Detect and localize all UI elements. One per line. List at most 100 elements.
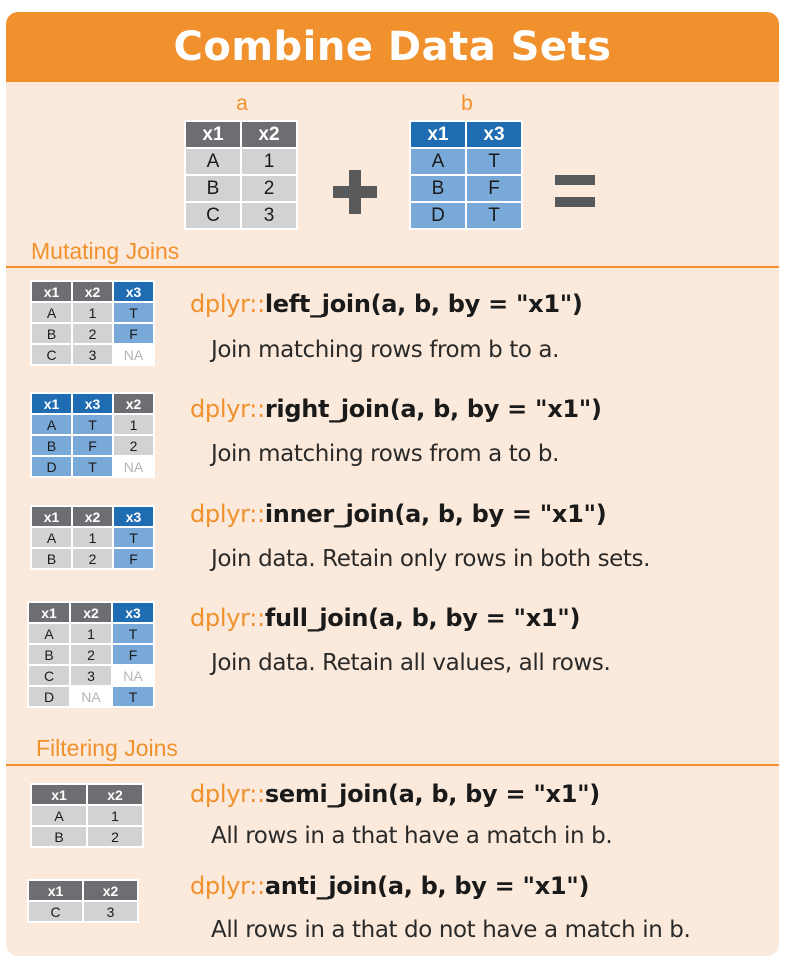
result-cell: 3 — [84, 902, 137, 921]
section-mutating-joins: Mutating Joins — [31, 238, 180, 264]
function-package: dplyr:: — [190, 500, 265, 528]
inner-join-description: Join data. Retain only rows in both sets… — [211, 546, 651, 572]
table-a-cell: B — [186, 176, 240, 201]
anti-join-signature: dplyr::anti_join(a, b, by = "x1") — [190, 872, 589, 900]
function-call: inner_join(a, b, by = "x1") — [264, 500, 607, 528]
section-divider — [6, 764, 779, 766]
result-cell: T — [73, 415, 112, 434]
table-a-cell: A — [186, 149, 240, 174]
table-a-header-x1: x1 — [186, 122, 240, 147]
semi-join-description: All rows in a that have a match in b. — [211, 823, 613, 849]
result-cell: A — [32, 303, 71, 322]
result-header: x2 — [114, 394, 153, 413]
table-a-cell: C — [186, 203, 240, 228]
full-join-description: Join data. Retain all values, all rows. — [211, 650, 611, 676]
result-cell: A — [32, 806, 86, 825]
result-header: x3 — [113, 603, 153, 622]
result-header: x2 — [73, 507, 112, 526]
result-cell: 2 — [71, 645, 111, 664]
result-cell-na: NA — [81, 688, 101, 705]
table-a-cell: 3 — [242, 203, 296, 228]
result-cell: 3 — [73, 345, 112, 364]
result-cell: 2 — [73, 549, 112, 568]
result-cell-na: NA — [123, 346, 144, 363]
table-a-header-x2: x2 — [242, 122, 296, 147]
function-call: right_join(a, b, by = "x1") — [264, 395, 602, 423]
result-header: x2 — [84, 881, 137, 900]
function-package: dplyr:: — [190, 872, 265, 900]
result-cell: B — [29, 645, 69, 664]
result-cell: B — [32, 324, 71, 343]
result-cell: 1 — [71, 624, 111, 643]
function-package: dplyr:: — [190, 290, 265, 318]
result-cell: T — [113, 687, 153, 706]
function-call: full_join(a, b, by = "x1") — [264, 604, 581, 632]
result-header: x3 — [73, 394, 112, 413]
result-cell: B — [32, 549, 71, 568]
result-header: x1 — [32, 394, 71, 413]
result-cell: T — [113, 624, 153, 643]
result-cell: 2 — [114, 436, 153, 455]
header-bar: Combine Data Sets — [6, 12, 779, 82]
result-cell: A — [32, 415, 71, 434]
table-a-label: a — [236, 92, 248, 115]
result-cell: C — [32, 345, 71, 364]
table-b-cell: B — [411, 176, 465, 201]
section-filtering-joins: Filtering Joins — [36, 735, 178, 761]
right-join-description: Join matching rows from a to b. — [211, 441, 560, 467]
result-cell: B — [32, 436, 71, 455]
result-cell: A — [29, 624, 69, 643]
result-header: x1 — [32, 785, 86, 804]
result-cell: T — [114, 528, 153, 547]
result-header: x2 — [88, 785, 142, 804]
page-title: Combine Data Sets — [173, 24, 612, 70]
result-header: x2 — [71, 603, 111, 622]
result-cell: 1 — [73, 303, 112, 322]
function-call: semi_join(a, b, by = "x1") — [264, 780, 600, 808]
table-b-cell: T — [467, 149, 521, 174]
function-call: left_join(a, b, by = "x1") — [264, 290, 583, 318]
result-cell: 1 — [88, 806, 142, 825]
left-join-description: Join matching rows from b to a. — [211, 337, 560, 363]
semi-join-signature: dplyr::semi_join(a, b, by = "x1") — [190, 780, 600, 808]
result-header: x3 — [114, 282, 153, 301]
right-join-signature: dplyr::right_join(a, b, by = "x1") — [190, 395, 602, 423]
table-b-cell: A — [411, 149, 465, 174]
result-cell: 2 — [73, 324, 112, 343]
result-cell: T — [114, 303, 153, 322]
full-join-signature: dplyr::full_join(a, b, by = "x1") — [190, 604, 580, 632]
result-cell: F — [114, 549, 153, 568]
result-header: x1 — [29, 881, 82, 900]
result-cell: T — [73, 457, 112, 476]
table-b-header-x1: x1 — [411, 122, 465, 147]
result-cell: 1 — [73, 528, 112, 547]
function-package: dplyr:: — [190, 604, 265, 632]
result-cell: A — [32, 528, 71, 547]
result-cell: 3 — [71, 666, 111, 685]
table-b-label: b — [461, 92, 473, 115]
table-b-cell: T — [467, 203, 521, 228]
table-b-cell: F — [467, 176, 521, 201]
function-package: dplyr:: — [190, 395, 265, 423]
function-call: anti_join(a, b, by = "x1") — [264, 872, 590, 900]
anti-join-description: All rows in a that do not have a match i… — [211, 917, 691, 943]
result-header: x1 — [32, 507, 71, 526]
result-header: x1 — [32, 282, 71, 301]
result-cell-na: NA — [123, 458, 144, 475]
result-header: x1 — [29, 603, 69, 622]
table-a-cell: 1 — [242, 149, 296, 174]
result-cell: 2 — [88, 827, 142, 846]
table-b-cell: D — [411, 203, 465, 228]
result-header: x3 — [114, 507, 153, 526]
result-cell: D — [32, 457, 71, 476]
result-cell: F — [114, 324, 153, 343]
